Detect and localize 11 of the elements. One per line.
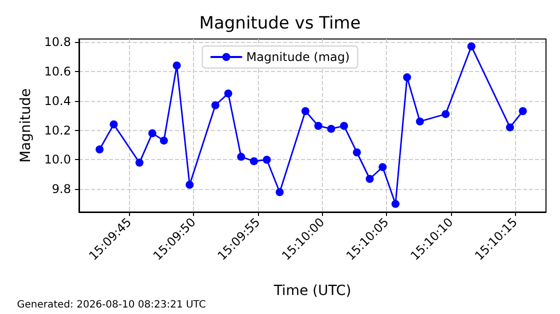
legend-label: Magnitude (mag) [246, 50, 350, 64]
y-tick-label: 10.4 [44, 94, 71, 108]
y-tick-label: 10.6 [44, 64, 71, 78]
y-tick-label: 10.2 [44, 123, 71, 138]
y-tick-label: 10.0 [44, 152, 71, 167]
text: Generated: 2026-08-10 08:23:21 UTC [17, 300, 206, 310]
y-axis-title: Magnitude [18, 88, 34, 163]
chart-title: Magnitude vs Time [199, 14, 361, 34]
y-tick-label: 10.8 [44, 34, 71, 49]
y-tick-label: 9.8 [52, 182, 71, 196]
x-axis-title: Time (UTC) [272, 283, 352, 299]
